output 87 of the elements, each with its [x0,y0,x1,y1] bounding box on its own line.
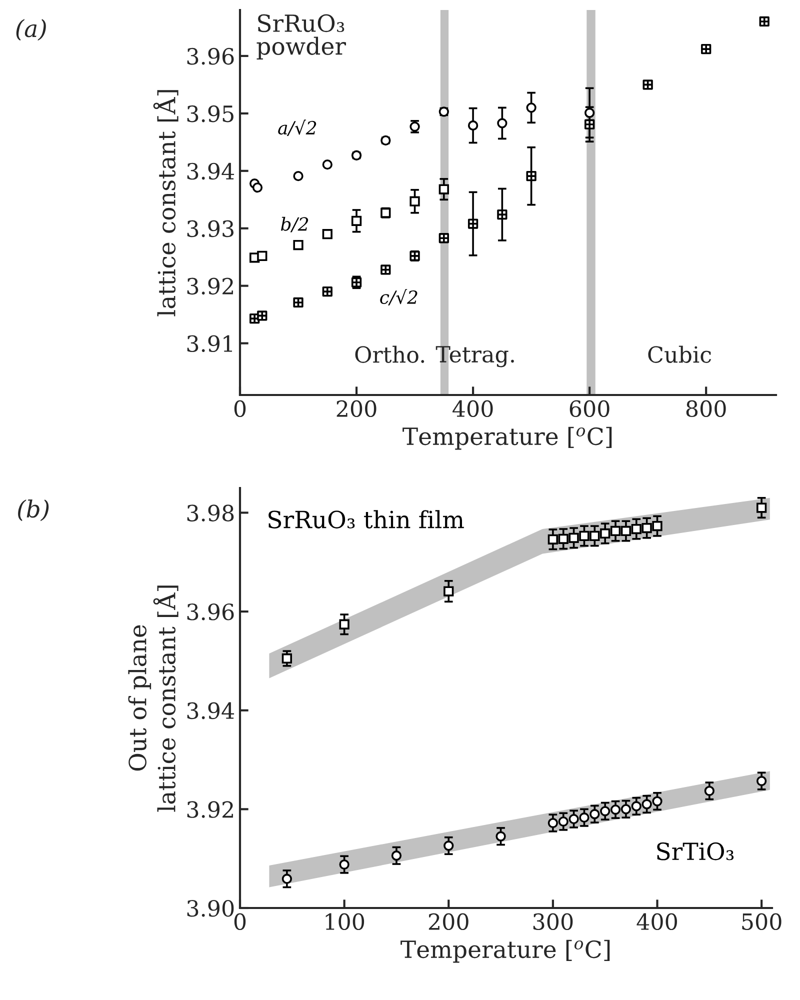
point [600,528,610,539]
point [652,796,662,806]
x-tick-label: 400 [452,400,493,418]
x-tick-label: 200 [428,913,468,930]
point [756,502,767,513]
point [558,816,568,827]
point [600,806,610,816]
point [257,250,268,262]
point [322,229,332,240]
series-label: c/√2 [380,289,418,306]
point [610,526,621,536]
series-label: a/√2 [278,120,316,136]
point [444,840,454,851]
point [642,80,653,90]
point [252,182,263,193]
point [579,812,590,823]
x-axis-title: Temperature [$^{o}$C] [400,940,610,963]
point [444,586,454,596]
point [590,530,600,541]
point [497,118,508,128]
x-tick-label: 0 [234,913,246,930]
point [631,524,642,534]
y-tick-label: 3.96 [187,603,234,620]
y-tick-label: 3.91 [187,335,232,352]
point [558,534,568,544]
point [293,297,304,308]
point [339,859,350,870]
point [579,530,590,541]
text: (b) [18,499,49,522]
point [257,310,268,321]
x-tick-label: 600 [570,400,610,418]
x-tick-label: 400 [636,913,677,930]
point [631,801,642,812]
annotation: Cubic [648,346,712,363]
y-tick-label: 3.93 [187,220,234,238]
x-tick-label: 0 [234,400,246,418]
point [526,170,536,182]
y-tick-label: 3.94 [187,162,234,180]
point [584,108,595,118]
point [642,799,652,810]
point [548,818,558,828]
point [468,218,478,229]
x-tick-label: 100 [326,913,364,930]
point [590,809,600,820]
point [642,522,652,534]
y-tick-label: 3.90 [187,900,234,917]
x-axis-title: Temperature [$^{o}$C] [402,426,612,450]
point [548,534,558,544]
point [526,102,536,113]
y-tick-label: 3.96 [187,48,234,65]
point [380,264,391,275]
annotation: SrRuO₃ powder [256,14,346,60]
x-tick-label: 300 [533,913,573,930]
point [568,532,579,543]
y-axis-title: lattice constant [Å] [153,90,178,316]
point [652,520,662,532]
x-tick-label: 200 [336,400,376,418]
point [282,874,292,884]
point [620,804,632,814]
point [620,526,632,536]
y-tick-label: 3.92 [187,801,233,818]
y-tick-label: 3.94 [187,702,234,720]
point [568,814,579,824]
y-tick-label: 3.98 [187,504,234,522]
point [293,240,304,250]
x-tick-label: 500 [742,913,782,930]
series-label: b/2 [280,216,308,232]
series-label: SrTiO₃ [657,842,734,860]
point [351,216,362,226]
annotation: Ortho. [355,346,424,363]
text: SrRuO₃ thin film [268,510,464,528]
point [339,619,350,630]
point [496,831,506,842]
y-tick-label: 3.92 [187,278,233,295]
point [468,120,478,131]
y-tick-label: 3.95 [187,105,234,122]
point [391,850,402,861]
point [282,653,292,664]
y-axis-title: Out of plane lattice constant [Å] [128,586,178,812]
point [610,804,621,815]
point [410,196,420,206]
annotation: Tetrag. [436,346,514,368]
point [756,776,767,786]
x-tick-label: 800 [686,400,726,418]
point [438,184,449,194]
point [704,786,714,796]
text: (a) [16,19,46,41]
